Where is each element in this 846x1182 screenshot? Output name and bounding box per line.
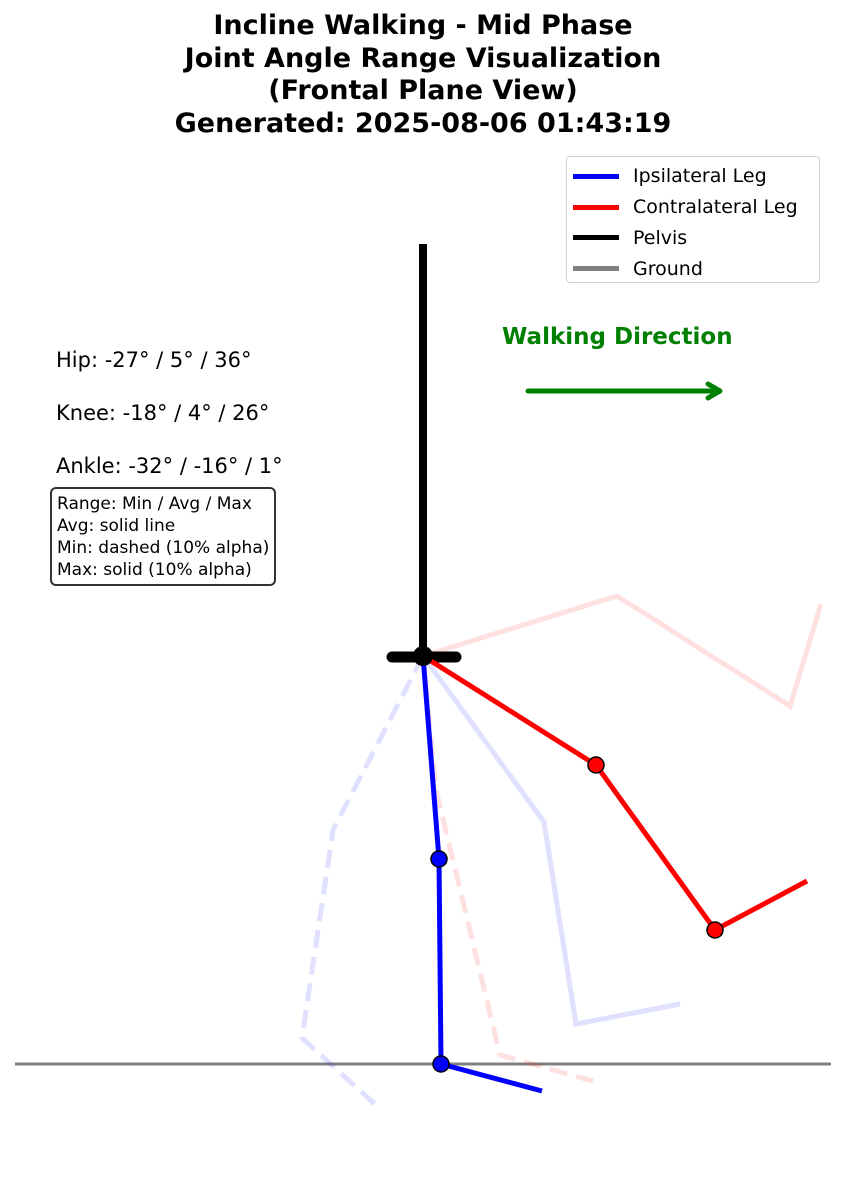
legend-item-contralateral: Contralateral Leg xyxy=(567,192,819,223)
note-line-3: Min: dashed (10% alpha) xyxy=(57,538,270,558)
legend-swatch-pelvis xyxy=(573,235,619,241)
legend-item-ground: Ground xyxy=(567,253,819,284)
title-line-3: (Frontal Plane View) xyxy=(268,75,578,106)
legend-swatch-ipsilateral xyxy=(573,173,619,179)
legend-item-pelvis: Pelvis xyxy=(567,223,819,254)
legend: Ipsilateral Leg Contralateral Leg Pelvis… xyxy=(566,156,820,283)
ipsilateral-avg-pose xyxy=(420,655,543,1094)
ipsilateral-ankle-joint xyxy=(432,1055,450,1073)
legend-label-pelvis: Pelvis xyxy=(633,226,688,249)
legend-label-contralateral: Contralateral Leg xyxy=(633,196,798,219)
legend-swatch-contralateral xyxy=(573,204,619,210)
ankle-angle-range: Ankle: -32° / -16° / 1° xyxy=(56,454,283,478)
title-line-2: Joint Angle Range Visualization xyxy=(184,42,662,74)
hip-joint xyxy=(413,646,433,666)
title-line-1: Incline Walking - Mid Phase xyxy=(213,10,633,41)
figure-title: Incline Walking - Mid Phase Joint Angle … xyxy=(0,10,846,140)
direction-arrow-head xyxy=(705,381,723,401)
ipsilateral-knee-joint xyxy=(430,850,448,868)
knee-angle-range: Knee: -18° / 4° / 26° xyxy=(56,401,270,425)
range-note-box: Range: Min / Avg / Max Avg: solid line M… xyxy=(50,487,277,586)
walking-direction-label: Walking Direction xyxy=(502,324,733,350)
legend-label-ipsilateral: Ipsilateral Leg xyxy=(633,165,767,188)
ipsilateral-min-pose xyxy=(299,654,426,1109)
legend-item-ipsilateral: Ipsilateral Leg xyxy=(567,161,819,192)
note-line-1: Range: Min / Avg / Max xyxy=(57,494,252,514)
note-line-4: Max: solid (10% alpha) xyxy=(57,560,252,580)
ipsilateral-max-pose xyxy=(420,654,681,1027)
note-line-2: Avg: solid line xyxy=(57,516,176,536)
contralateral-max-pose xyxy=(422,593,824,710)
contralateral-knee-joint xyxy=(587,756,605,774)
legend-swatch-ground xyxy=(573,266,619,272)
legend-label-ground: Ground xyxy=(633,257,703,280)
contralateral-avg-pose xyxy=(421,653,809,934)
title-line-4: Generated: 2025-08-06 01:43:19 xyxy=(174,107,672,139)
contralateral-ankle-joint xyxy=(706,921,724,939)
hip-angle-range: Hip: -27° / 5° / 36° xyxy=(56,348,252,372)
